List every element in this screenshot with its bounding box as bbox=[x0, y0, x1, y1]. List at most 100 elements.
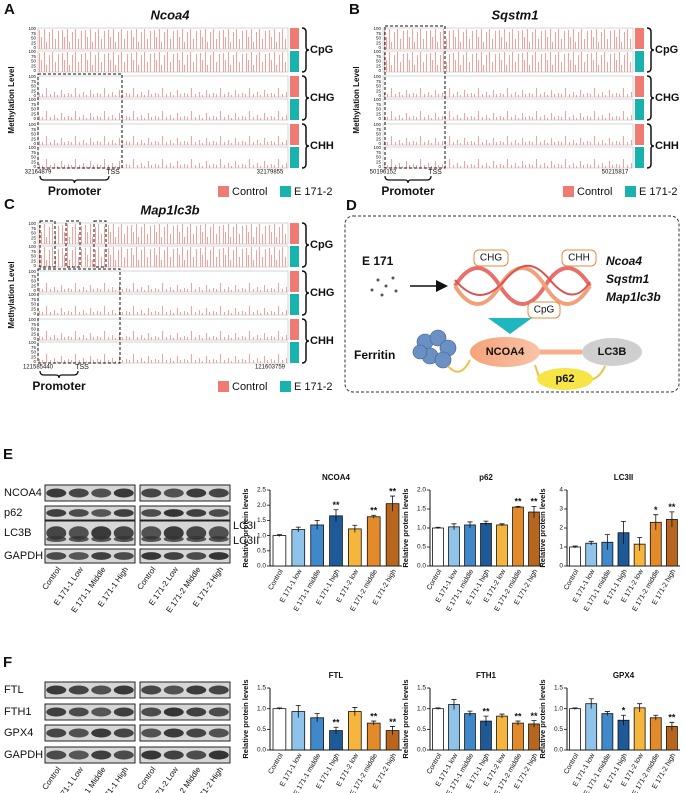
track-tick-label: 100 bbox=[373, 49, 381, 54]
blot-band bbox=[208, 536, 229, 542]
blot-band bbox=[68, 750, 89, 760]
error-bar bbox=[483, 715, 489, 727]
y-tick-label: 1.0 bbox=[417, 705, 426, 712]
bar bbox=[366, 516, 381, 567]
y-tick-label: 2.0 bbox=[417, 487, 426, 494]
panel-letter: C bbox=[4, 196, 15, 213]
blot-frame bbox=[139, 681, 231, 699]
track-tick-label: 50 bbox=[31, 279, 37, 284]
blot-frame bbox=[44, 681, 136, 699]
blot-frame bbox=[139, 548, 231, 564]
track-tick-label: 25 bbox=[31, 331, 37, 336]
track-tick-label: 0 bbox=[33, 263, 36, 268]
bar bbox=[432, 708, 444, 751]
y-tick-label: 1.5 bbox=[257, 685, 266, 692]
sample-color bbox=[635, 28, 644, 49]
sample-color bbox=[635, 76, 644, 97]
dashed-box bbox=[65, 220, 81, 268]
blot-side-label: LC3II bbox=[233, 535, 259, 547]
blot-band bbox=[141, 536, 162, 542]
error-bar bbox=[653, 514, 659, 530]
brace bbox=[646, 75, 655, 121]
y-tick-label: 4 bbox=[559, 487, 563, 494]
blot-band bbox=[186, 526, 207, 540]
y-tick-label: 2.0 bbox=[257, 502, 266, 509]
error-bar bbox=[276, 707, 282, 710]
track-tick-label: 25 bbox=[376, 88, 382, 93]
legend-label: E 171-2 bbox=[294, 186, 333, 198]
lane-label: Control bbox=[135, 765, 157, 791]
track-tick-label: 100 bbox=[28, 317, 36, 322]
context-box bbox=[473, 249, 509, 267]
node-label: LC3B bbox=[598, 346, 627, 358]
significance: ** bbox=[389, 717, 397, 727]
context-label: CHH bbox=[310, 140, 334, 152]
significance: ** bbox=[514, 711, 522, 721]
error-bar bbox=[515, 505, 521, 508]
blot-row-label: FTL bbox=[4, 684, 24, 696]
track-tick-label: 50 bbox=[31, 254, 37, 259]
coordinate: 121585440 bbox=[23, 365, 54, 371]
y-tick-label: 0.5 bbox=[257, 726, 266, 733]
blot-frame bbox=[44, 548, 136, 564]
track-tick-label: 50 bbox=[31, 36, 37, 41]
track-tick-label: 0 bbox=[378, 93, 381, 98]
error-bar bbox=[499, 523, 505, 527]
blot-band bbox=[46, 488, 67, 498]
track-tick-label: 0 bbox=[33, 141, 36, 146]
track-tick-label: 25 bbox=[376, 159, 382, 164]
track-tick-label: 0 bbox=[33, 288, 36, 293]
legend-swatch bbox=[280, 381, 291, 392]
error-bar bbox=[653, 714, 659, 721]
error-bar bbox=[531, 505, 537, 518]
sample-color bbox=[290, 319, 299, 340]
chart-title: LC3II bbox=[614, 473, 634, 482]
blot-band bbox=[163, 552, 184, 560]
x-tick-label: Control bbox=[563, 568, 581, 591]
y-axis-label: Methylation Level bbox=[7, 66, 16, 133]
track-tick-label: 75 bbox=[31, 127, 37, 132]
dashed-box bbox=[37, 73, 123, 169]
error-bar bbox=[669, 511, 675, 528]
track-tick-label: 50 bbox=[31, 231, 37, 236]
chart-title: GPX4 bbox=[613, 671, 635, 680]
y-tick-label: 3 bbox=[559, 506, 563, 513]
methylation-texture bbox=[38, 342, 288, 363]
significance: ** bbox=[389, 486, 397, 496]
context-label: CHH bbox=[655, 140, 679, 152]
blot-band bbox=[46, 509, 67, 517]
error-bar bbox=[435, 707, 441, 710]
legend-swatch bbox=[218, 381, 229, 392]
track-tick-label: 25 bbox=[31, 306, 37, 311]
blot-band bbox=[91, 509, 112, 517]
agent-label: E 171 bbox=[362, 254, 394, 268]
blot-band bbox=[186, 750, 207, 760]
methylation-texture bbox=[383, 147, 633, 168]
legend-label: Control bbox=[232, 186, 267, 198]
blot-band bbox=[91, 707, 112, 717]
context-label: CpG bbox=[655, 44, 678, 56]
blot-band bbox=[141, 509, 162, 517]
blot-band bbox=[68, 707, 89, 717]
y-tick-label: 2 bbox=[559, 525, 563, 532]
track-tick-label: 0 bbox=[378, 116, 381, 121]
y-tick-label: 1.5 bbox=[417, 685, 426, 692]
track-tick-label: 25 bbox=[31, 283, 37, 288]
track-tick-label: 100 bbox=[373, 122, 381, 127]
error-bar bbox=[371, 514, 377, 519]
track-tick-label: 25 bbox=[31, 111, 37, 116]
blot-band bbox=[186, 552, 207, 560]
bar bbox=[348, 528, 362, 567]
track-tick-label: 100 bbox=[28, 97, 36, 102]
track-tick-label: 100 bbox=[28, 292, 36, 297]
track-tick-label: 75 bbox=[376, 102, 382, 107]
brace bbox=[301, 75, 310, 121]
blot-band bbox=[113, 526, 134, 540]
blot-frame bbox=[139, 746, 231, 764]
error-bar bbox=[604, 534, 610, 550]
blot-band bbox=[208, 526, 229, 540]
sample-color bbox=[635, 99, 644, 120]
error-bar bbox=[669, 721, 675, 731]
blot-band bbox=[163, 536, 184, 542]
blot-band bbox=[141, 488, 162, 498]
